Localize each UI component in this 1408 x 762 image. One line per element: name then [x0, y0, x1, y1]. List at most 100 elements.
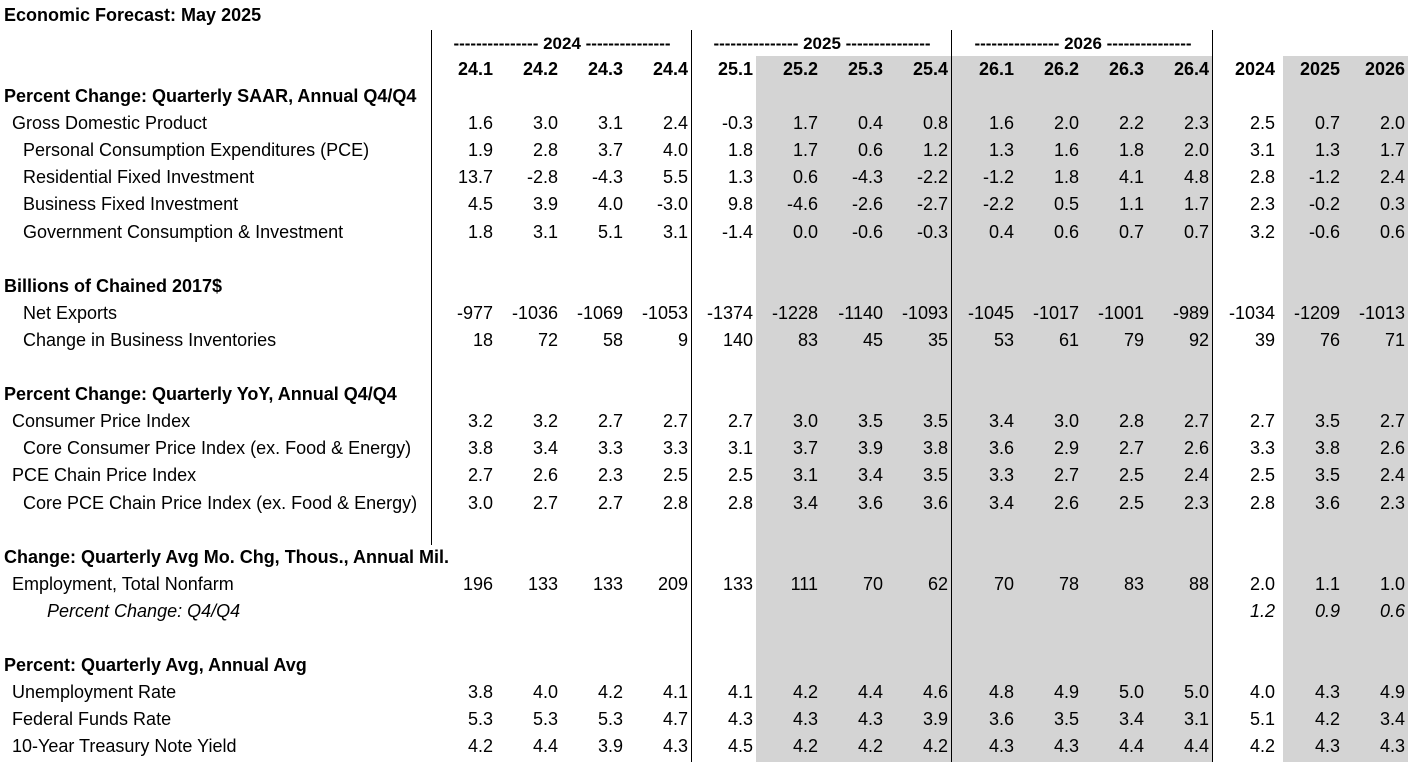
table-cell: 3.1 [727, 438, 753, 459]
table-cell: -1209 [1293, 302, 1340, 323]
row-label: Federal Funds Rate [12, 709, 172, 730]
row-label: Government Consumption & Investment [23, 221, 344, 242]
forecast-shade-annual [1283, 56, 1408, 762]
table-cell: -4.6 [786, 194, 818, 215]
table-cell: 2.4 [1379, 167, 1405, 188]
table-cell: -1069 [576, 302, 623, 323]
table-cell: 4.5 [467, 194, 493, 215]
row-label: PCE Chain Price Index [12, 465, 197, 486]
table-cell: -1045 [967, 302, 1014, 323]
table-cell: 3.5 [922, 465, 948, 486]
table-cell: 3.5 [857, 411, 883, 432]
table-cell: 61 [1058, 329, 1079, 350]
table-cell: 3.6 [857, 492, 883, 513]
table-cell: 3.4 [1379, 709, 1405, 730]
table-cell: 3.1 [662, 221, 688, 242]
table-cell: 2.4 [662, 113, 688, 134]
table-cell: 4.9 [1053, 682, 1079, 703]
table-cell: 0.7 [1183, 221, 1209, 242]
table-cell: 2.0 [1053, 113, 1079, 134]
table-cell: 3.6 [922, 492, 948, 513]
section-header: Billions of Chained 2017$ [4, 275, 223, 296]
table-cell: 5.5 [662, 167, 688, 188]
table-cell: -1093 [901, 302, 948, 323]
table-cell: 5.0 [1118, 682, 1144, 703]
table-cell: 0.7 [1314, 113, 1340, 134]
table-cell: 5.1 [597, 221, 623, 242]
column-header-24-1: 24.1 [457, 59, 493, 79]
table-cell: 1.1 [1314, 573, 1340, 594]
table-cell: 3.4 [792, 492, 818, 513]
table-cell: 3.6 [1314, 492, 1340, 513]
table-cell: 4.3 [1314, 736, 1340, 757]
table-cell: -0.6 [851, 221, 883, 242]
table-cell: 4.3 [662, 736, 688, 757]
table-cell: 0.6 [1379, 600, 1405, 621]
row-label: Net Exports [23, 302, 118, 323]
table-cell: -2.2 [982, 194, 1014, 215]
table-cell: 2.7 [1053, 465, 1079, 486]
table-cell: 70 [993, 573, 1014, 594]
table-cell: 4.3 [1379, 736, 1405, 757]
section-header: Change: Quarterly Avg Mo. Chg, Thous., A… [4, 546, 450, 567]
table-cell: 3.4 [988, 492, 1014, 513]
table-cell: 2.8 [727, 492, 753, 513]
table-cell: 83 [1123, 573, 1144, 594]
table-cell: 4.9 [1379, 682, 1405, 703]
table-cell: 4.4 [857, 682, 883, 703]
table-cell: 5.0 [1183, 682, 1209, 703]
table-cell: 3.3 [988, 465, 1014, 486]
separator-line [691, 30, 692, 762]
table-cell: 53 [993, 329, 1014, 350]
table-cell: 2.7 [597, 492, 623, 513]
table-cell: -977 [456, 302, 493, 323]
table-cell: -1.2 [982, 167, 1014, 188]
table-cell: 111 [790, 573, 818, 594]
table-cell: -4.3 [851, 167, 883, 188]
column-header-26-2: 26.2 [1043, 59, 1079, 79]
table-cell: 4.3 [792, 709, 818, 730]
table-cell: -1001 [1097, 302, 1144, 323]
table-cell: 2.7 [1118, 438, 1144, 459]
year-group-header: --------------- 2025 --------------- [713, 34, 931, 53]
table-cell: 4.6 [922, 682, 948, 703]
section-header: Percent Change: Quarterly SAAR, Annual Q… [4, 86, 417, 106]
table-cell: 133 [722, 573, 753, 594]
table-cell: 3.0 [532, 113, 558, 134]
table-cell: 1.0 [1379, 573, 1405, 594]
table-cell: 18 [472, 329, 493, 350]
table-cell: 1.6 [1053, 140, 1079, 161]
table-cell: 3.1 [532, 221, 558, 242]
table-cell: 2.3 [1379, 492, 1405, 513]
table-cell: 4.4 [532, 736, 558, 757]
table-cell: 79 [1123, 329, 1144, 350]
table-cell: 2.0 [1249, 573, 1275, 594]
row-label: Percent Change: Q4/Q4 [47, 600, 241, 621]
table-cell: 72 [537, 329, 558, 350]
table-cell: 3.5 [922, 411, 948, 432]
column-header-24-3: 24.3 [587, 59, 623, 79]
table-cell: -989 [1172, 302, 1209, 323]
table-cell: 3.7 [597, 140, 623, 161]
table-cell: 4.2 [792, 736, 818, 757]
table-cell: 1.3 [727, 167, 753, 188]
table-cell: 0.0 [792, 221, 818, 242]
table-cell: 3.2 [532, 411, 558, 432]
table-cell: 1.9 [467, 140, 493, 161]
table-cell: -2.2 [916, 167, 948, 188]
table-cell: 3.9 [922, 709, 948, 730]
table-cell: 2.8 [1118, 411, 1144, 432]
table-cell: 3.9 [532, 194, 558, 215]
table-cell: 3.1 [597, 113, 623, 134]
row-label: Unemployment Rate [12, 682, 177, 703]
table-cell: 1.8 [1053, 167, 1079, 188]
table-cell: 3.2 [1249, 221, 1275, 242]
table-cell: 4.8 [988, 682, 1014, 703]
table-cell: 4.7 [662, 709, 688, 730]
table-cell: 0.7 [1118, 221, 1144, 242]
table-cell: 4.3 [857, 709, 883, 730]
table-cell: 3.2 [467, 411, 493, 432]
table-cell: -1053 [641, 302, 688, 323]
table-cell: 2.7 [467, 465, 493, 486]
year-group-header: --------------- 2024 --------------- [453, 34, 671, 53]
